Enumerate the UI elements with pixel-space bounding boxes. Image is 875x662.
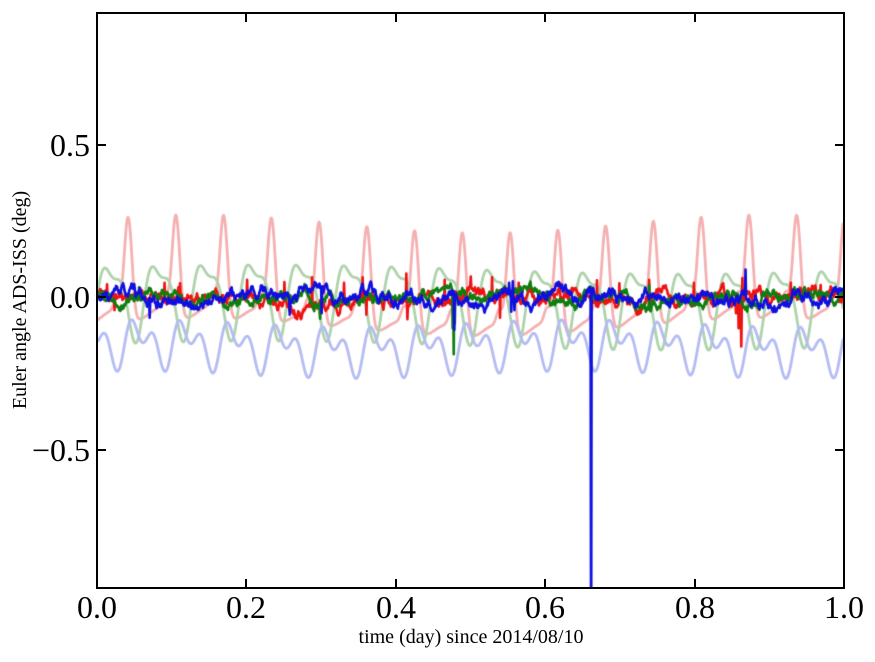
y-tick-right	[835, 144, 843, 146]
x-tick-top	[843, 14, 845, 22]
y-tick-right	[835, 449, 843, 451]
y-tick-label: −0.5	[31, 432, 90, 468]
x-tick-top	[96, 14, 98, 22]
x-tick-top	[544, 14, 546, 22]
y-tick-left	[98, 144, 106, 146]
x-axis-label: time (day) since 2014/08/10	[358, 626, 584, 648]
y-axis-label: Euler angle ADS-ISS (deg)	[9, 190, 31, 410]
x-tick-label: 1.0	[824, 589, 864, 625]
x-tick-bottom	[395, 579, 397, 587]
x-tick-top	[245, 14, 247, 22]
x-tick-label: 0.2	[226, 589, 266, 625]
y-tick-right	[835, 296, 843, 298]
x-tick-label: 0.0	[77, 589, 117, 625]
x-tick-top	[395, 14, 397, 22]
x-tick-top	[694, 14, 696, 22]
y-tick-label: 0.0	[50, 279, 90, 315]
plot-canvas	[98, 14, 843, 587]
x-tick-bottom	[245, 579, 247, 587]
y-tick-label: 0.5	[50, 127, 90, 163]
x-tick-bottom	[843, 579, 845, 587]
x-tick-bottom	[96, 579, 98, 587]
x-tick-label: 0.8	[675, 589, 715, 625]
x-tick-bottom	[544, 579, 546, 587]
y-tick-left	[98, 449, 106, 451]
x-tick-label: 0.4	[376, 589, 416, 625]
x-tick-bottom	[694, 579, 696, 587]
y-tick-left	[98, 296, 106, 298]
x-tick-label: 0.6	[525, 589, 565, 625]
